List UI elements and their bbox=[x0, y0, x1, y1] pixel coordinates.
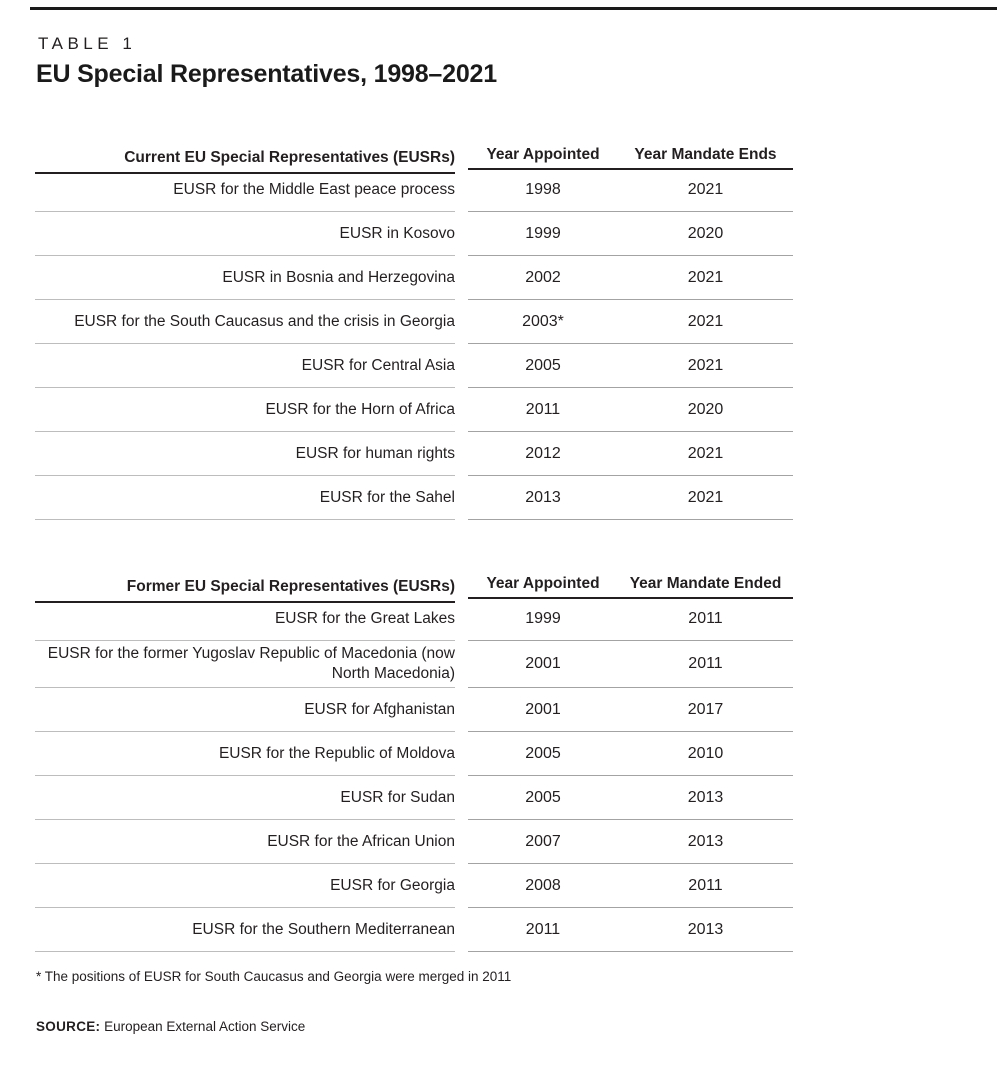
row-year-mandate-ends: 2021 bbox=[687, 268, 724, 286]
footnote: * The positions of EUSR for South Caucas… bbox=[36, 969, 512, 984]
row-year-appointed: 2013 bbox=[525, 488, 561, 506]
row-year-appointed: 1998 bbox=[525, 180, 561, 198]
table-row: EUSR for the Horn of Africa 2011 2020 bbox=[35, 388, 793, 432]
former-eusr-table: Former EU Special Representatives (EUSRs… bbox=[35, 569, 793, 952]
table-row: EUSR for the Middle East peace process 1… bbox=[35, 168, 793, 212]
row-year-appointed: 2011 bbox=[525, 920, 561, 938]
table-row: EUSR for Central Asia 2005 2021 bbox=[35, 344, 793, 388]
row-year-appointed: 1999 bbox=[525, 224, 561, 242]
row-year-mandate-ended: 2011 bbox=[688, 655, 723, 672]
row-year-mandate-ends: 2020 bbox=[687, 224, 724, 242]
source-text: European External Action Service bbox=[104, 1019, 306, 1034]
page-title: EU Special Representatives, 1998–2021 bbox=[36, 60, 497, 88]
row-year-mandate-ends: 2020 bbox=[687, 400, 724, 418]
table-row: EUSR in Kosovo 1999 2020 bbox=[35, 212, 793, 256]
current-eusr-table: Current EU Special Representatives (EUSR… bbox=[35, 140, 793, 520]
column-header-name: Former EU Special Representatives (EUSRs… bbox=[35, 569, 455, 603]
row-name: EUSR for the former Yugoslav Republic of… bbox=[35, 641, 455, 688]
row-year-mandate-ended: 2010 bbox=[687, 744, 724, 762]
header-right-block: Year Appointed Year Mandate Ends bbox=[468, 140, 793, 170]
row-year-appointed: 2005 bbox=[525, 788, 561, 806]
row-name: EUSR for Afghanistan bbox=[35, 688, 455, 732]
header-right-block: Year Appointed Year Mandate Ended bbox=[468, 569, 793, 599]
row-name: EUSR for the Southern Mediterranean bbox=[35, 908, 455, 952]
row-year-mandate-ended: 2013 bbox=[687, 788, 724, 806]
row-name: EUSR for Georgia bbox=[35, 864, 455, 908]
row-year-mandate-ends: 2021 bbox=[687, 488, 724, 506]
table-row: EUSR for the African Union 2007 2013 bbox=[35, 820, 793, 864]
row-year-mandate-ends: 2021 bbox=[687, 356, 724, 374]
row-year-mandate-ended: 2017 bbox=[687, 700, 724, 718]
row-year-mandate-ends: 2021 bbox=[687, 312, 724, 330]
row-year-appointed: 2011 bbox=[525, 400, 561, 418]
table-header-row: Current EU Special Representatives (EUSR… bbox=[35, 140, 793, 174]
row-name: EUSR for the Horn of Africa bbox=[35, 388, 455, 432]
row-year-mandate-ended: 2011 bbox=[688, 876, 723, 894]
column-header-year-appointed: Year Appointed bbox=[486, 146, 600, 163]
source-label: SOURCE: bbox=[36, 1019, 101, 1034]
source-line: SOURCE: European External Action Service bbox=[36, 1019, 305, 1034]
row-name: EUSR in Kosovo bbox=[35, 212, 455, 256]
top-rule bbox=[30, 7, 997, 10]
table-header-row: Former EU Special Representatives (EUSRs… bbox=[35, 569, 793, 603]
table-number-label: TABLE 1 bbox=[38, 34, 137, 53]
row-name: EUSR for the African Union bbox=[35, 820, 455, 864]
table-row: EUSR for the Great Lakes 1999 2011 bbox=[35, 597, 793, 641]
row-name: EUSR for the Great Lakes bbox=[35, 597, 455, 641]
table-row: EUSR for Georgia 2008 2011 bbox=[35, 864, 793, 908]
row-year-appointed: 2002 bbox=[525, 268, 561, 286]
row-year-mandate-ended: 2013 bbox=[687, 832, 724, 850]
row-name: EUSR for Sudan bbox=[35, 776, 455, 820]
row-year-mandate-ends: 2021 bbox=[687, 180, 724, 198]
table-row: EUSR in Bosnia and Herzegovina 2002 2021 bbox=[35, 256, 793, 300]
row-year-mandate-ended: 2013 bbox=[687, 920, 724, 938]
row-year-appointed: 2001 bbox=[525, 700, 561, 718]
row-name: EUSR for the Republic of Moldova bbox=[35, 732, 455, 776]
column-header-year-mandate-ends: Year Mandate Ends bbox=[634, 146, 777, 163]
table-row: EUSR for Sudan 2005 2013 bbox=[35, 776, 793, 820]
row-year-appointed: 2008 bbox=[525, 876, 561, 894]
row-name: EUSR for the Middle East peace process bbox=[35, 168, 455, 212]
row-year-appointed: 2003* bbox=[522, 312, 564, 330]
table-row: EUSR for the former Yugoslav Republic of… bbox=[35, 641, 793, 688]
row-year-mandate-ends: 2021 bbox=[687, 444, 724, 462]
row-year-appointed: 2012 bbox=[525, 444, 561, 462]
table-row: EUSR for the South Caucasus and the cris… bbox=[35, 300, 793, 344]
table-row: EUSR for the Republic of Moldova 2005 20… bbox=[35, 732, 793, 776]
table-row: EUSR for the Sahel 2013 2021 bbox=[35, 476, 793, 520]
row-year-appointed: 2005 bbox=[525, 356, 561, 374]
column-header-year-mandate-ended: Year Mandate Ended bbox=[629, 575, 782, 592]
row-name: EUSR for human rights bbox=[35, 432, 455, 476]
row-name: EUSR for Central Asia bbox=[35, 344, 455, 388]
row-year-appointed: 2001 bbox=[525, 655, 561, 672]
column-header-year-appointed: Year Appointed bbox=[486, 575, 600, 592]
row-name: EUSR for the Sahel bbox=[35, 476, 455, 520]
row-year-mandate-ended: 2011 bbox=[688, 609, 723, 627]
row-year-appointed: 1999 bbox=[525, 609, 561, 627]
row-year-appointed: 2007 bbox=[525, 832, 561, 850]
row-name: EUSR in Bosnia and Herzegovina bbox=[35, 256, 455, 300]
table-row: EUSR for human rights 2012 2021 bbox=[35, 432, 793, 476]
row-name: EUSR for the South Caucasus and the cris… bbox=[35, 300, 455, 344]
table-row: EUSR for the Southern Mediterranean 2011… bbox=[35, 908, 793, 952]
column-header-name: Current EU Special Representatives (EUSR… bbox=[35, 140, 455, 174]
table-row: EUSR for Afghanistan 2001 2017 bbox=[35, 688, 793, 732]
row-year-appointed: 2005 bbox=[525, 744, 561, 762]
